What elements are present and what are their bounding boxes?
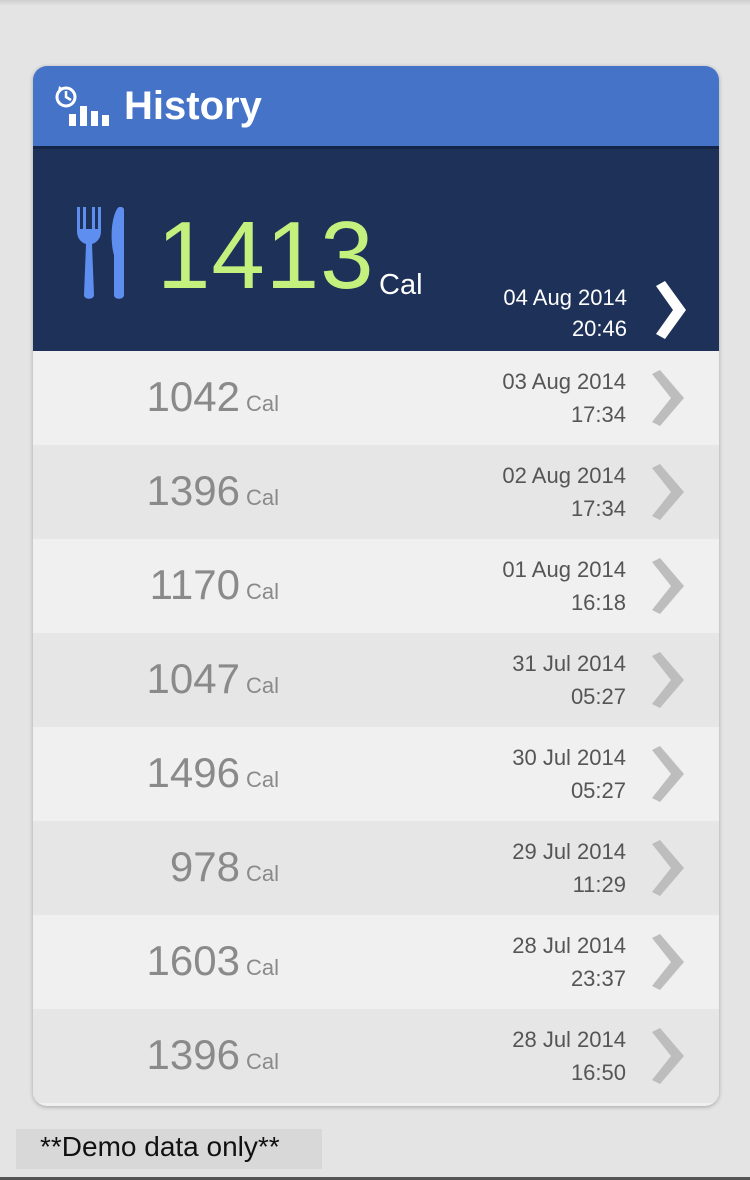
chevron-right-icon[interactable] [650, 464, 686, 520]
entry-date: 01 Aug 2014 [502, 557, 626, 582]
history-row[interactable]: 1396 Cal 02 Aug 2014 17:34 [33, 445, 719, 539]
calories: 1396 Cal [147, 467, 279, 515]
chevron-right-icon[interactable] [650, 840, 686, 896]
calories-value: 1496 [146, 749, 240, 796]
entry-timestamp: 02 Aug 2014 17:34 [502, 459, 626, 525]
history-row[interactable]: 1396 Cal 28 Jul 2014 16:50 [33, 1009, 719, 1103]
calories: 1396 Cal [147, 1031, 279, 1079]
entry-time: 16:18 [570, 590, 626, 615]
calories-value: 1603 [146, 937, 240, 984]
screen-bottom-edge [0, 1177, 750, 1180]
chevron-right-icon[interactable] [650, 934, 686, 990]
calories: 1603 Cal [147, 937, 279, 985]
entry-date: 02 Aug 2014 [502, 463, 626, 488]
calories-value: 978 [169, 843, 240, 890]
entry-time: 05:27 [570, 778, 626, 803]
latest-date: 04 Aug 2014 [503, 285, 627, 310]
latest-calories-value: 1413 [157, 202, 375, 309]
calories: 978 Cal [170, 843, 279, 891]
entry-date: 28 Jul 2014 [512, 933, 626, 958]
latest-calories-unit: Cal [379, 269, 423, 301]
calories-unit: Cal [245, 955, 279, 980]
entry-date: 31 Jul 2014 [512, 651, 626, 676]
entry-time: 16:50 [570, 1060, 626, 1085]
history-row[interactable]: 1496 Cal 30 Jul 2014 05:27 [33, 727, 719, 821]
calories: 1042 Cal [147, 373, 279, 421]
calories-value: 1396 [146, 1031, 240, 1078]
entry-date: 28 Jul 2014 [512, 1027, 626, 1052]
calories-unit: Cal [245, 485, 279, 510]
chevron-right-icon[interactable] [650, 1028, 686, 1084]
entry-date: 29 Jul 2014 [512, 839, 626, 864]
calories-unit: Cal [245, 767, 279, 792]
chevron-right-icon[interactable] [650, 558, 686, 614]
calories-value: 1042 [146, 373, 240, 420]
entry-timestamp: 30 Jul 2014 05:27 [512, 741, 626, 807]
page-title: History [124, 84, 262, 128]
history-header: History [33, 66, 719, 149]
calories-value: 1047 [146, 655, 240, 702]
calories-unit: Cal [245, 391, 279, 416]
calories-unit: Cal [245, 1049, 279, 1074]
entry-timestamp: 31 Jul 2014 05:27 [512, 647, 626, 713]
history-row[interactable]: 978 Cal 29 Jul 2014 11:29 [33, 821, 719, 915]
entry-time: 11:29 [572, 872, 626, 897]
calories-unit: Cal [245, 673, 279, 698]
entry-time: 23:37 [570, 966, 626, 991]
entry-time: 05:27 [570, 684, 626, 709]
entry-timestamp: 03 Aug 2014 17:34 [502, 365, 626, 431]
chevron-right-icon[interactable] [650, 652, 686, 708]
history-card: History 1413 Cal 04 Aug 2014 20:46 1042 C… [33, 66, 719, 1106]
chevron-right-icon[interactable] [653, 280, 689, 340]
entry-timestamp: 28 Jul 2014 23:37 [512, 929, 626, 995]
chevron-right-icon[interactable] [650, 746, 686, 802]
calories: 1496 Cal [147, 749, 279, 797]
history-row[interactable]: 1170 Cal 01 Aug 2014 16:18 [33, 539, 719, 633]
entry-timestamp: 01 Aug 2014 16:18 [502, 553, 626, 619]
calories: 1170 Cal [150, 561, 279, 609]
latest-entry[interactable]: 1413 Cal 04 Aug 2014 20:46 [33, 149, 719, 351]
fork-knife-icon [77, 207, 124, 299]
history-row[interactable]: 1603 Cal 28 Jul 2014 23:37 [33, 915, 719, 1009]
history-row[interactable]: 1042 Cal 03 Aug 2014 17:34 [33, 351, 719, 445]
status-bar-edge [0, 0, 750, 6]
latest-timestamp: 04 Aug 2014 20:46 [503, 282, 627, 344]
entry-time: 17:34 [570, 402, 626, 427]
calories-unit: Cal [245, 579, 279, 604]
history-chart-icon [55, 86, 109, 126]
entry-timestamp: 28 Jul 2014 16:50 [512, 1023, 626, 1089]
entry-time: 17:34 [570, 496, 626, 521]
chevron-right-icon[interactable] [650, 370, 686, 426]
calories: 1047 Cal [147, 655, 279, 703]
entry-date: 03 Aug 2014 [502, 369, 626, 394]
latest-time: 20:46 [571, 316, 627, 341]
history-row[interactable]: 1047 Cal 31 Jul 2014 05:27 [33, 633, 719, 727]
demo-data-note: **Demo data only** [16, 1129, 322, 1169]
history-list: 1042 Cal 03 Aug 2014 17:34 1396 Cal 02 Aug 201… [33, 351, 719, 1103]
calories-value: 1396 [146, 467, 240, 514]
calories-unit: Cal [245, 861, 279, 886]
calories-value: 1170 [149, 561, 240, 608]
entry-date: 30 Jul 2014 [512, 745, 626, 770]
entry-timestamp: 29 Jul 2014 11:29 [512, 835, 626, 901]
